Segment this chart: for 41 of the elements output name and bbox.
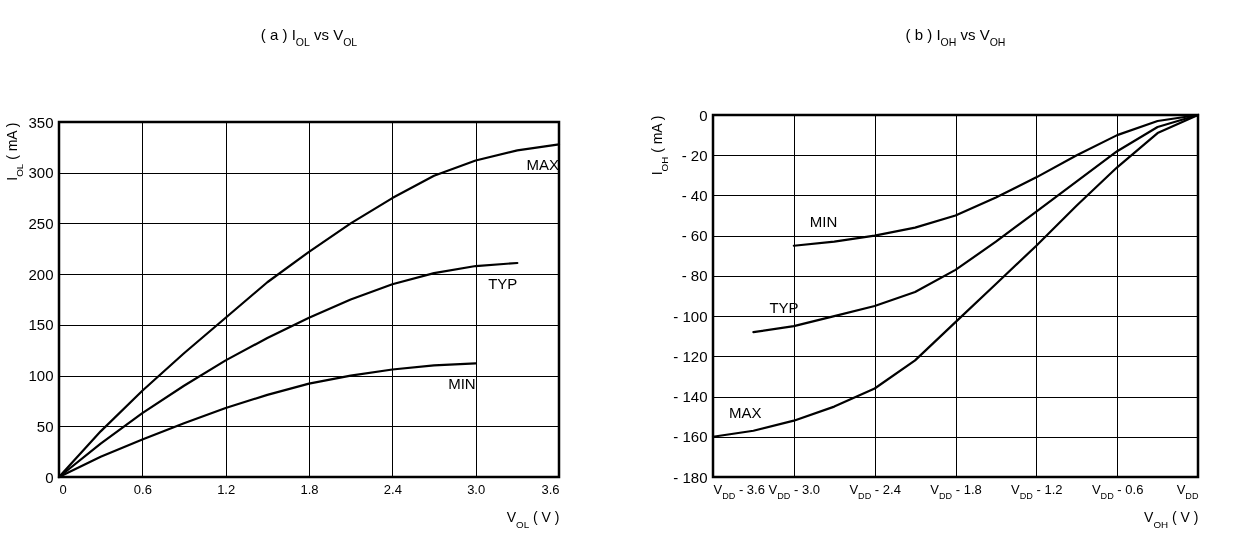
- series-label: MAX: [729, 403, 762, 421]
- chart-title: ( a ) I$_{OL}$ vs V$_{OL}$: [260, 26, 358, 48]
- y-tick-label: - 100: [673, 307, 708, 325]
- y-tick-label: 300: [28, 164, 54, 182]
- x-tick-label: V$_{DD}$ - 0.6: [1091, 481, 1144, 501]
- y-tick-label: - 60: [681, 227, 708, 245]
- x-tick-label: 1.2: [217, 481, 236, 497]
- y-tick-label: 250: [28, 214, 54, 232]
- y-tick-label: 50: [36, 417, 54, 435]
- y-tick-label: - 80: [681, 267, 708, 285]
- x-tick-label: 0: [59, 481, 67, 497]
- x-tick-label: 3.0: [467, 481, 486, 497]
- x-tick-label: V$_{DD}$ - 3.0: [768, 481, 821, 501]
- y-tick-label: 150: [28, 316, 54, 334]
- y-tick-label: - 180: [673, 468, 708, 486]
- y-tick-label: 0: [45, 468, 54, 486]
- x-tick-label: 1.8: [300, 481, 319, 497]
- x-tick-label: V$_{DD}$ - 1.8: [930, 481, 982, 501]
- x-tick-label: 0.6: [133, 481, 152, 497]
- x-axis-title: V$_{OL}$ ( V ): [506, 508, 560, 529]
- x-tick-label: 3.6: [541, 481, 560, 497]
- x-tick-label: V$_{DD}$: [1176, 481, 1199, 501]
- x-tick-label: 2.4: [383, 481, 402, 497]
- y-tick-label: 200: [28, 265, 54, 283]
- x-tick-label: V$_{DD}$ - 3.6: [713, 481, 765, 501]
- y-tick-label: 350: [28, 113, 54, 131]
- series-label: MIN: [809, 212, 838, 230]
- y-tick-label: - 120: [673, 347, 708, 365]
- y-tick-label: - 160: [673, 428, 708, 446]
- y-tick-label: 100: [28, 367, 54, 385]
- chart-title: ( b ) I$_{OH}$ vs V$_{OH}$: [905, 26, 1006, 48]
- series-label: TYP: [488, 274, 518, 292]
- y-tick-label: - 20: [681, 146, 708, 164]
- x-tick-label: V$_{DD}$ - 1.2: [1011, 481, 1063, 501]
- y-tick-label: - 140: [673, 388, 708, 406]
- x-tick-label: V$_{DD}$ - 2.4: [849, 481, 901, 501]
- x-axis-title: V$_{OH}$ ( V ): [1144, 508, 1199, 529]
- y-tick-label: 0: [699, 106, 708, 124]
- series-label: MIN: [448, 375, 476, 393]
- series-label: MAX: [526, 156, 559, 174]
- y-tick-label: - 40: [681, 186, 708, 204]
